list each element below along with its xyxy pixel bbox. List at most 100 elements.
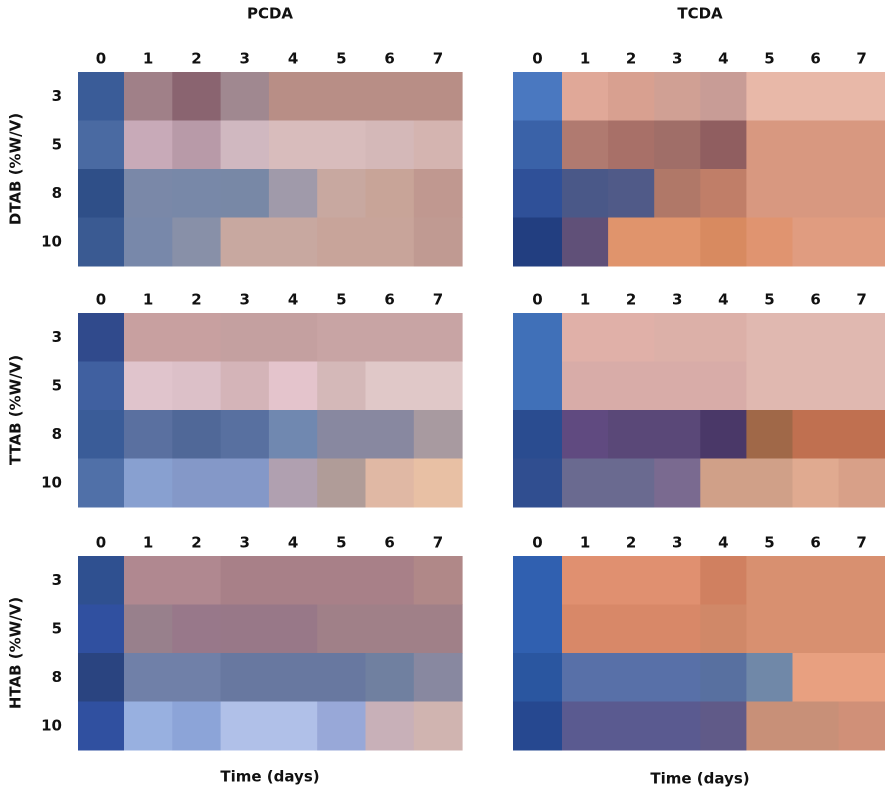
swatch bbox=[78, 653, 125, 702]
day-label: 6 bbox=[384, 534, 394, 552]
swatch bbox=[700, 218, 747, 267]
swatch bbox=[513, 556, 563, 605]
swatch bbox=[269, 121, 318, 170]
swatch bbox=[221, 218, 270, 267]
day-label: 7 bbox=[433, 534, 443, 552]
swatch bbox=[414, 605, 463, 654]
swatch bbox=[317, 169, 366, 218]
swatch bbox=[562, 653, 609, 702]
day-label: 6 bbox=[810, 50, 820, 68]
day-label: 1 bbox=[143, 50, 153, 68]
swatch bbox=[746, 362, 793, 411]
swatch bbox=[700, 169, 747, 218]
swatch bbox=[124, 605, 173, 654]
swatch bbox=[78, 121, 125, 170]
swatch bbox=[124, 218, 173, 267]
swatch bbox=[608, 459, 655, 508]
swatch bbox=[608, 313, 655, 362]
swatch bbox=[414, 121, 463, 170]
day-label: 4 bbox=[288, 534, 298, 552]
row-title: HTAB (%W/V) bbox=[7, 597, 25, 709]
swatch bbox=[269, 362, 318, 411]
swatch bbox=[700, 410, 747, 459]
swatch bbox=[414, 218, 463, 267]
swatch bbox=[839, 218, 885, 267]
swatch bbox=[839, 410, 885, 459]
swatch bbox=[839, 313, 885, 362]
day-label: 5 bbox=[336, 534, 346, 552]
swatch bbox=[513, 605, 563, 654]
swatch bbox=[172, 702, 221, 751]
swatch bbox=[654, 362, 701, 411]
swatch bbox=[654, 218, 701, 267]
swatch bbox=[513, 410, 563, 459]
concentration-label: 10 bbox=[41, 473, 62, 491]
swatch bbox=[317, 313, 366, 362]
swatch bbox=[839, 556, 885, 605]
day-label: 7 bbox=[433, 50, 443, 68]
swatch bbox=[78, 218, 125, 267]
swatch bbox=[172, 459, 221, 508]
column-title: TCDA bbox=[677, 5, 723, 23]
day-label: 5 bbox=[336, 291, 346, 309]
swatch bbox=[414, 702, 463, 751]
swatch bbox=[124, 169, 173, 218]
swatch bbox=[746, 459, 793, 508]
swatch bbox=[654, 121, 701, 170]
swatch bbox=[414, 72, 463, 121]
swatch bbox=[124, 556, 173, 605]
swatch bbox=[608, 605, 655, 654]
swatch bbox=[746, 410, 793, 459]
swatch bbox=[269, 605, 318, 654]
swatch bbox=[700, 121, 747, 170]
swatch bbox=[793, 169, 840, 218]
swatch bbox=[124, 653, 173, 702]
swatch bbox=[269, 459, 318, 508]
swatch bbox=[78, 72, 125, 121]
day-label: 7 bbox=[856, 534, 866, 552]
concentration-label: 5 bbox=[52, 135, 62, 153]
swatch bbox=[414, 410, 463, 459]
swatch bbox=[654, 169, 701, 218]
swatch bbox=[317, 702, 366, 751]
swatch bbox=[269, 556, 318, 605]
swatch bbox=[513, 702, 563, 751]
swatch bbox=[839, 653, 885, 702]
concentration-label: 8 bbox=[52, 668, 62, 686]
swatch bbox=[608, 702, 655, 751]
swatch bbox=[221, 605, 270, 654]
swatch bbox=[562, 313, 609, 362]
swatch bbox=[746, 313, 793, 362]
swatch bbox=[78, 556, 125, 605]
swatch bbox=[793, 702, 840, 751]
concentration-label: 3 bbox=[52, 328, 62, 346]
concentration-label: 8 bbox=[52, 425, 62, 443]
swatch bbox=[172, 313, 221, 362]
swatch bbox=[746, 605, 793, 654]
swatch bbox=[654, 410, 701, 459]
swatch bbox=[78, 459, 125, 508]
swatch bbox=[366, 410, 415, 459]
day-label: 3 bbox=[240, 534, 250, 552]
row-title: TTAB (%W/V) bbox=[7, 355, 25, 465]
swatch bbox=[366, 556, 415, 605]
swatch bbox=[317, 459, 366, 508]
day-label: 6 bbox=[810, 534, 820, 552]
swatch bbox=[269, 702, 318, 751]
swatch bbox=[317, 72, 366, 121]
swatch bbox=[414, 459, 463, 508]
swatch bbox=[793, 459, 840, 508]
swatch bbox=[793, 556, 840, 605]
swatch bbox=[746, 653, 793, 702]
swatch bbox=[654, 313, 701, 362]
swatch bbox=[513, 218, 563, 267]
swatch bbox=[839, 702, 885, 751]
day-label: 2 bbox=[191, 291, 201, 309]
swatch bbox=[608, 121, 655, 170]
swatch bbox=[654, 653, 701, 702]
day-label: 2 bbox=[626, 291, 636, 309]
day-label: 6 bbox=[810, 291, 820, 309]
swatch bbox=[172, 72, 221, 121]
swatch bbox=[746, 169, 793, 218]
concentration-label: 10 bbox=[41, 716, 62, 734]
